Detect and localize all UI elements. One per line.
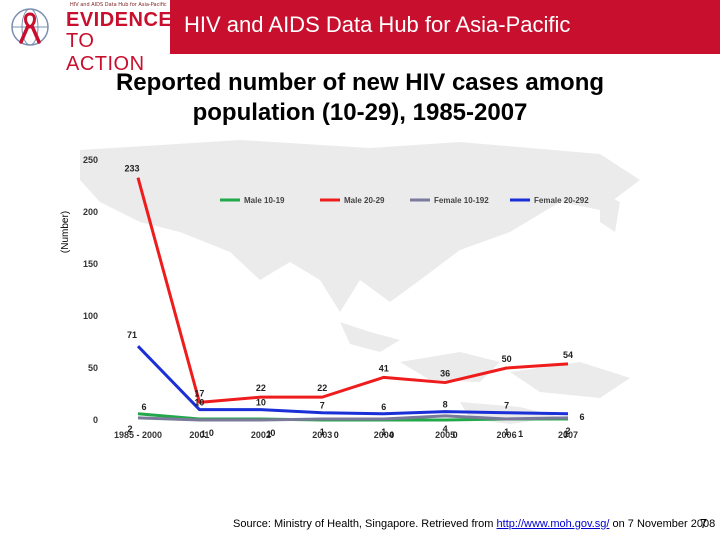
data-label: 1 xyxy=(201,429,206,439)
x-tick-label: 2001 xyxy=(189,430,209,440)
data-label: 36 xyxy=(440,369,450,379)
x-tick-label: 2004 xyxy=(374,430,394,440)
data-label: 6 xyxy=(141,402,146,412)
x-tick-label: 2007 xyxy=(558,430,578,440)
data-label: 22 xyxy=(256,383,266,393)
header-bar: HIV and AIDS Data Hub for Asia-Pacific E… xyxy=(0,0,720,75)
y-tick-label: 0 xyxy=(93,415,98,425)
data-label: 2 xyxy=(565,426,570,436)
data-label: 41 xyxy=(379,363,389,373)
data-label: 10 xyxy=(194,398,204,408)
slide-title-line-2: population (10-29), 1985-2007 xyxy=(192,99,528,126)
series-lines xyxy=(136,177,569,422)
x-tick-label: 2002 xyxy=(251,430,271,440)
data-label: 7 xyxy=(504,401,509,411)
data-label: 0 xyxy=(453,430,458,440)
series-line-2 xyxy=(137,414,569,422)
x-tick-label: 1985 - 2000 xyxy=(114,430,162,440)
legend-label: Female 10-192 xyxy=(434,196,489,205)
data-label: 10 xyxy=(256,398,266,408)
series-line-1 xyxy=(136,177,569,404)
logo-text-to-action: TO ACTION xyxy=(66,30,145,75)
data-label: 17 xyxy=(194,388,204,398)
legend: Male 10-19 Male 20-29 Female 10-192 Female … xyxy=(220,196,589,205)
logo-text-evidence: EVIDENCE xyxy=(66,9,173,31)
data-label: 1 xyxy=(381,427,386,437)
slide-title-line-1: Reported number of new HIV cases among xyxy=(115,69,605,96)
data-label: 22 xyxy=(317,383,327,393)
data-label: 1 xyxy=(504,427,509,437)
header-title: HIV and AIDS Data Hub for Asia-Pacific xyxy=(184,12,571,37)
source-text: Source: Ministry of Health, Singapore. R… xyxy=(233,518,497,530)
source-link[interactable]: http://www.moh.gov.sg/ xyxy=(496,518,610,530)
source-date: on 7 November 2008 xyxy=(609,518,716,530)
data-label: 2 xyxy=(127,424,132,434)
data-label: 1 xyxy=(320,427,325,437)
data-label: 8 xyxy=(443,400,448,410)
data-label: 7 xyxy=(320,401,325,411)
slide-title: Reported number of new HIV cases among p… xyxy=(0,68,720,128)
y-tick-label: 200 xyxy=(83,207,98,217)
data-label: 71 xyxy=(127,330,137,340)
data-label: 0 xyxy=(334,430,339,440)
legend-label: Female 20-292 xyxy=(534,196,589,205)
data-label: 54 xyxy=(563,350,573,360)
data-label: 6 xyxy=(381,402,386,412)
data-label: 50 xyxy=(502,354,512,364)
logo-small-text: HIV and AIDS Data Hub for Asia-Pacific xyxy=(70,2,167,8)
data-label: 1 xyxy=(518,429,523,439)
y-axis-label: (Number) xyxy=(60,211,71,253)
y-tick-label: 250 xyxy=(83,155,98,165)
data-label: 233 xyxy=(124,164,139,174)
chart-area: 0 50 100 150 200 250 (Number) 1985 - 2000 2001… xyxy=(40,140,670,450)
page-number: 7 xyxy=(700,516,708,531)
x-tick-label: 2006 xyxy=(497,430,517,440)
y-tick-label: 150 xyxy=(83,259,98,269)
y-axis: 0 50 100 150 200 250 xyxy=(83,155,98,425)
legend-label: Male 20-29 xyxy=(344,196,385,205)
red-ribbon-icon xyxy=(6,6,54,48)
data-label: 1 xyxy=(563,429,568,439)
legend-label: Male 10-19 xyxy=(244,196,285,205)
map-background xyxy=(80,140,640,424)
x-tick-label: 2003 xyxy=(312,430,332,440)
data-label: 6 xyxy=(579,412,584,422)
logo[interactable]: HIV and AIDS Data Hub for Asia-Pacific E… xyxy=(0,0,173,75)
data-label: 0 xyxy=(389,430,394,440)
y-tick-label: 100 xyxy=(83,311,98,321)
x-tick-label: 2005 xyxy=(435,430,455,440)
y-tick-label: 50 xyxy=(88,363,98,373)
source-note: Source: Ministry of Health, Singapore. R… xyxy=(233,518,715,530)
data-label: 4 xyxy=(443,424,448,434)
data-label: 1 xyxy=(266,429,271,439)
x-axis: 1985 - 2000 2001 2002 2003 2004 2005 2006 2007 xyxy=(114,430,578,440)
data-label: 0 xyxy=(209,428,214,438)
data-label: 0 xyxy=(270,428,275,438)
series-line-3 xyxy=(136,345,569,416)
